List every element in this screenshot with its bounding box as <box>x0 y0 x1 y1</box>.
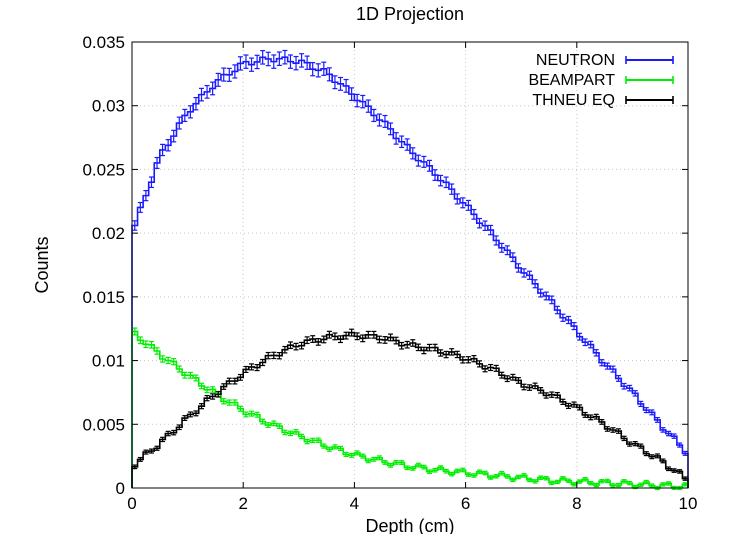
x-tick-label: 6 <box>461 494 470 513</box>
series-beampart <box>131 327 689 491</box>
legend-item: NEUTRON <box>536 52 674 69</box>
y-tick-label: 0.035 <box>82 33 125 52</box>
series-neutron <box>131 49 689 488</box>
x-axis-label: Depth (cm) <box>365 516 454 534</box>
plot-frame <box>131 41 689 489</box>
x-tick-label: 0 <box>127 494 136 513</box>
legend-label: BEAMPART <box>528 72 615 89</box>
legend-label: NEUTRON <box>536 52 615 69</box>
y-tick-label: 0.03 <box>92 97 125 116</box>
x-tick-label: 2 <box>238 494 247 513</box>
x-tick-label: 8 <box>572 494 581 513</box>
legend-label: THNEU EQ <box>532 92 615 109</box>
y-tick-label: 0.02 <box>92 224 125 243</box>
y-tick-label: 0.005 <box>82 415 125 434</box>
legend-item: THNEU EQ <box>532 92 674 109</box>
y-axis-label: Counts <box>32 236 52 293</box>
x-tick-label: 4 <box>350 494 359 513</box>
series-layer <box>131 49 689 491</box>
chart-title: 1D Projection <box>356 4 464 24</box>
grid <box>132 42 688 488</box>
plot-background <box>132 42 688 488</box>
y-tick-label: 0 <box>116 479 125 498</box>
y-tick-label: 0.025 <box>82 160 125 179</box>
y-tick-label: 0.01 <box>92 352 125 371</box>
series-thneu-eq <box>131 328 689 488</box>
legend: NEUTRON BEAMPART THNEU EQ <box>528 52 674 109</box>
x-tick-label: 10 <box>679 494 698 513</box>
legend-item: BEAMPART <box>528 72 674 89</box>
y-tick-label: 0.015 <box>82 288 125 307</box>
ticks: 0 2 4 6 8 10 0 0.005 0.01 0.015 0.02 0.025 0.03 0.035 <box>82 33 697 513</box>
